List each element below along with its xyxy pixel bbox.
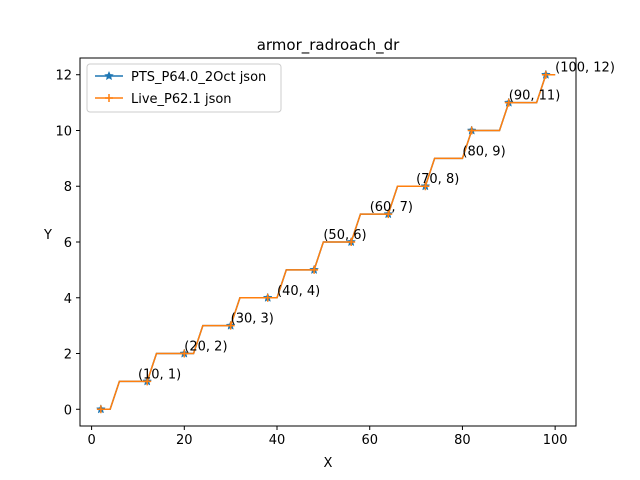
annotations: (10, 1)(20, 2) (30, 3)(40, 4) (50, 6) (60, …: [138, 61, 615, 383]
y-axis-label: Y: [43, 228, 52, 243]
y-tick-label: 2: [64, 348, 72, 363]
x-tick-label: 60: [361, 433, 378, 448]
x-tick-label: 0: [87, 433, 95, 448]
point-annotation: (10, 1): [138, 367, 181, 382]
point-annotation: (50, 6): [323, 228, 366, 243]
data-point-plus: [347, 238, 356, 246]
y-tick-label: 0: [64, 403, 72, 418]
y-tick-label: 12: [55, 69, 72, 84]
y-tick-label: 10: [55, 124, 72, 139]
legend-box: [86, 63, 282, 113]
legend: PTS_P64.0_2Oct json Live_P62.1 json: [86, 63, 282, 113]
point-annotation: (40, 4): [277, 284, 320, 299]
data-point-plus: [467, 126, 476, 135]
data-point-plus: [226, 321, 235, 330]
axes-frame: [79, 57, 577, 427]
y-tick-label: 8: [64, 180, 72, 195]
point-annotation: (70, 8): [416, 172, 459, 187]
legend-plus-marker: [105, 94, 113, 102]
data-point-plus: [310, 265, 319, 274]
data-point-plus: [180, 349, 189, 358]
y-axis: 0 2 4 6 8 10 12: [55, 69, 80, 418]
data-point-plus: [421, 182, 430, 191]
x-axis-label: X: [324, 456, 333, 471]
chart-title: armor_radroach_dr: [257, 36, 400, 55]
data-point-plus: [96, 405, 105, 414]
data-point-plus: [384, 210, 393, 219]
point-annotation: (80, 9): [462, 144, 505, 159]
y-tick-label: 6: [64, 236, 72, 251]
data-point-plus: [143, 377, 152, 386]
data-point-plus: [541, 70, 550, 79]
x-tick-label: 100: [543, 433, 568, 448]
point-annotation: (30, 3): [231, 312, 274, 327]
legend-entry-label: Live_P62.1 json: [131, 92, 232, 107]
point-annotation: (90, 11): [509, 89, 561, 104]
x-tick-label: 40: [269, 433, 286, 448]
x-axis: 0 20 40 60 80 100: [87, 426, 568, 448]
x-tick-label: 20: [176, 433, 193, 448]
point-annotation: (100, 12): [555, 61, 615, 76]
point-annotation: (20, 2): [184, 340, 227, 355]
legend-star-marker: [104, 70, 114, 81]
plot-area: [95, 69, 556, 414]
series-line-2: [100, 73, 556, 411]
point-annotation: (60, 7): [370, 200, 413, 215]
legend-entry-label: PTS_P64.0_2Oct json: [131, 70, 266, 85]
y-tick-label: 4: [64, 292, 72, 307]
data-point-plus: [504, 98, 513, 107]
data-point-plus: [263, 293, 272, 302]
x-tick-label: 80: [454, 433, 471, 448]
